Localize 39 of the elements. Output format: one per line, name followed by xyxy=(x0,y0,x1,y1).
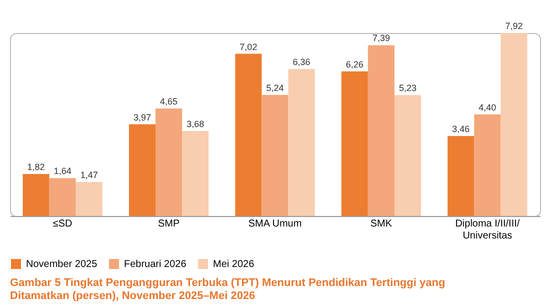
bar xyxy=(262,94,288,216)
data-label: 6,36 xyxy=(292,57,310,68)
bar xyxy=(182,130,209,216)
data-label: 7,92 xyxy=(505,21,523,31)
x-tick-label: SMK xyxy=(370,218,392,230)
bar xyxy=(394,95,422,216)
legend-label: Mei 2026 xyxy=(213,259,255,270)
bar xyxy=(341,71,368,216)
data-label: 6,26 xyxy=(346,59,364,70)
data-label: 5,24 xyxy=(266,82,284,93)
data-label: 4,40 xyxy=(478,102,496,112)
data-label: 4,65 xyxy=(160,96,178,107)
x-tick-label: ≤SD xyxy=(52,218,72,230)
text: Gambar 5 Tingkat Pengangguran Terbuka (TPT) Menurut Pendidikan Tertinggi yang Ditamatkan (persen), November 2025–Mei 2026 xyxy=(10,277,446,302)
data-label: 3,68 xyxy=(186,118,204,129)
bar xyxy=(49,178,76,216)
data-label: 1,64 xyxy=(54,166,72,176)
data-label: 1,82 xyxy=(27,162,45,172)
bar xyxy=(22,174,50,216)
data-label: 3,46 xyxy=(452,124,470,134)
legend-label: November 2025 xyxy=(26,259,98,270)
x-tick-label: SMP xyxy=(158,218,180,230)
bar xyxy=(76,182,102,216)
data-label: 7,02 xyxy=(240,42,258,52)
data-label: 1,47 xyxy=(80,170,98,180)
x-tick-label: Diploma I/II/III/ Universitas xyxy=(455,218,520,242)
x-tick-label: SMA Umum xyxy=(248,218,302,230)
data-label: 7,39 xyxy=(372,33,390,44)
legend-label: Februari 2026 xyxy=(124,259,187,270)
bar xyxy=(156,108,182,216)
bar xyxy=(288,69,315,216)
bar xyxy=(500,33,528,216)
bar xyxy=(128,124,156,216)
bar xyxy=(448,136,474,216)
data-label: 5,23 xyxy=(399,83,417,94)
bar xyxy=(474,114,501,216)
bar xyxy=(368,45,394,216)
data-label: 3,97 xyxy=(133,112,151,122)
bar xyxy=(235,54,262,216)
